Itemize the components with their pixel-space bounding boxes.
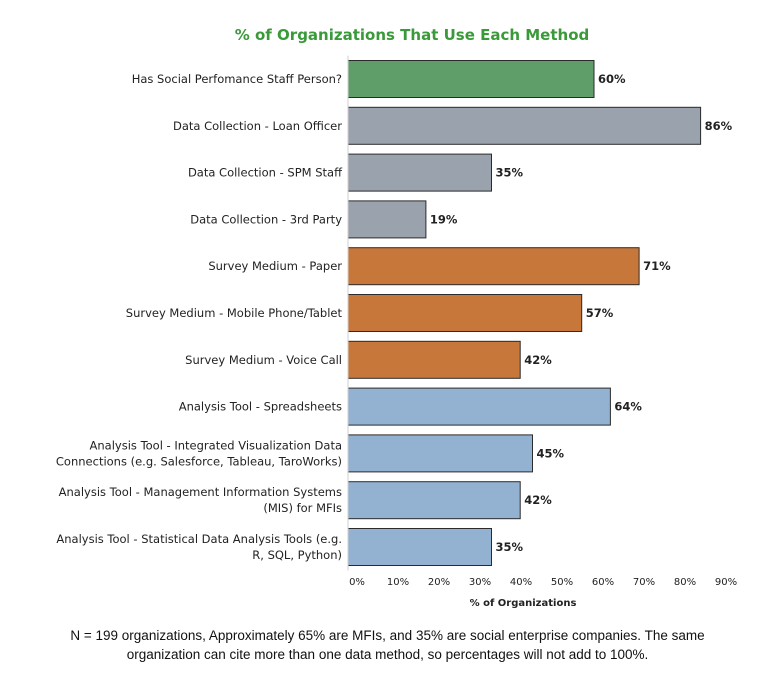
x-tick-label: 40%	[510, 577, 532, 588]
data-label: 42%	[524, 353, 552, 367]
category-label: Survey Medium - Mobile Phone/Tablet	[126, 306, 343, 320]
bar	[347, 434, 533, 473]
x-tick-label: 70%	[633, 577, 655, 588]
category-label: Analysis Tool - Statistical Data Analysi…	[56, 532, 342, 546]
x-tick-label: 60%	[592, 577, 614, 588]
bar	[347, 247, 640, 286]
x-tick-label: 50%	[551, 577, 573, 588]
x-tick-label: 0%	[349, 577, 365, 588]
data-label: 71%	[643, 259, 671, 273]
footnote: N = 199 organizations, Approximately 65%…	[0, 626, 775, 664]
category-label: Data Collection - SPM Staff	[188, 166, 343, 180]
footnote-line-2: organization can cite more than one data…	[126, 647, 649, 662]
category-label: Analysis Tool - Spreadsheets	[179, 400, 342, 414]
bar	[347, 294, 583, 332]
data-label: 42%	[524, 493, 552, 507]
bar	[347, 481, 521, 520]
x-tick-label: 90%	[715, 577, 737, 588]
data-label: 60%	[598, 72, 626, 86]
category-label: Has Social Perfomance Staff Person?	[132, 72, 342, 86]
x-tick-label: 30%	[469, 577, 491, 588]
bar	[347, 106, 702, 145]
x-axis-ticks: 0% 10% 20% 30% 40% 50% 60% 70% 80% 90%	[349, 577, 737, 588]
category-label: Data Collection - 3rd Party	[190, 212, 342, 226]
bar-chart: % of Organizations That Use Each Method …	[56, 26, 737, 609]
bar	[347, 387, 611, 426]
bars-group: 60% Has Social Perfomance Staff Person? 86…	[56, 60, 733, 566]
category-label: Survey Medium - Voice Call	[185, 353, 342, 367]
bar	[347, 528, 492, 566]
data-label: 86%	[705, 119, 733, 133]
bar	[347, 60, 595, 98]
data-label: 19%	[430, 212, 458, 226]
bar	[347, 200, 427, 239]
chart-title: % of Organizations That Use Each Method	[235, 26, 590, 44]
category-label: (MIS) for MFIs	[263, 501, 342, 515]
bar	[347, 153, 492, 192]
data-label: 35%	[496, 166, 524, 180]
x-tick-label: 80%	[674, 577, 696, 588]
category-label: R, SQL, Python)	[252, 548, 342, 562]
data-label: 57%	[586, 306, 614, 320]
data-label: 35%	[496, 540, 524, 554]
x-tick-label: 20%	[428, 577, 450, 588]
category-label: Analysis Tool - Integrated Visualization…	[90, 438, 342, 452]
category-label: Connections (e.g. Salesforce, Tableau, T…	[56, 454, 342, 468]
footnote-line-1: N = 199 organizations, Approximately 65%…	[70, 628, 705, 643]
category-label: Survey Medium - Paper	[208, 259, 342, 273]
category-label: Data Collection - Loan Officer	[173, 119, 342, 133]
data-label: 64%	[614, 400, 642, 414]
x-axis-title: % of Organizations	[470, 598, 577, 609]
category-label: Analysis Tool - Management Information S…	[59, 485, 342, 499]
x-tick-label: 10%	[387, 577, 409, 588]
bar	[347, 340, 521, 379]
data-label: 45%	[537, 446, 565, 460]
